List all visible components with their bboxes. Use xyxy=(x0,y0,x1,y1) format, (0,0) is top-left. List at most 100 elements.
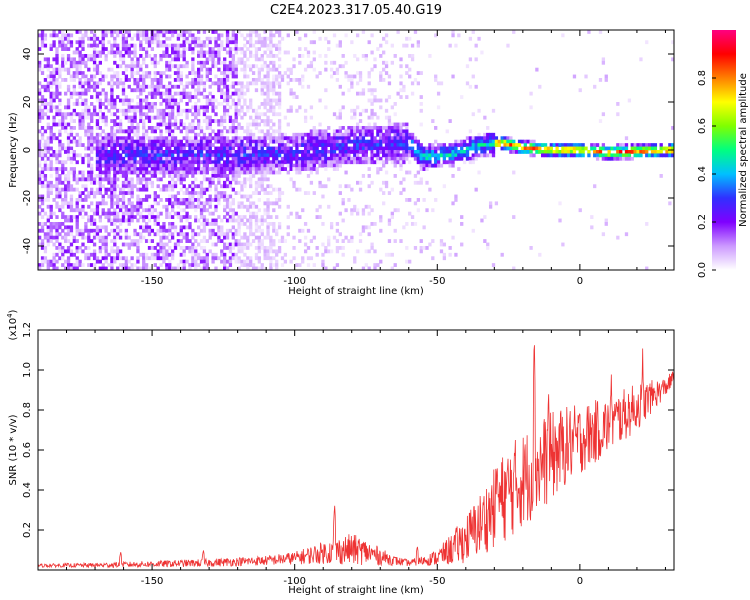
heatmap-cell xyxy=(182,225,186,230)
heatmap-cell xyxy=(393,146,397,151)
heatmap-cell xyxy=(78,54,82,58)
heatmap-cell xyxy=(260,81,264,86)
heatmap-cell xyxy=(179,246,183,250)
heatmap-cell xyxy=(272,60,276,65)
heatmap-cell xyxy=(52,81,56,86)
heatmap-cell xyxy=(358,74,363,79)
heatmap-cell xyxy=(64,218,68,223)
heatmap-cell xyxy=(113,74,117,79)
heatmap-cell xyxy=(205,239,209,243)
heatmap-cell xyxy=(156,84,160,89)
heatmap-cell xyxy=(133,139,137,144)
heatmap-cell xyxy=(228,167,233,171)
heatmap-cell xyxy=(55,122,59,127)
heatmap-cell xyxy=(101,263,105,267)
heatmap-cell xyxy=(223,71,227,75)
heatmap-cell xyxy=(269,50,273,55)
heatmap-cell xyxy=(98,266,102,271)
heatmap-cell xyxy=(243,156,247,161)
heatmap-cell xyxy=(231,57,235,62)
heatmap-cell xyxy=(647,153,652,158)
heatmap-cell xyxy=(168,30,172,34)
heatmap-cell xyxy=(153,139,157,144)
heatmap-cell xyxy=(121,143,126,147)
heatmap-cell xyxy=(81,36,85,41)
heatmap-cell xyxy=(142,88,146,93)
heatmap-cell xyxy=(329,60,334,65)
heatmap-cell xyxy=(477,132,481,137)
heatmap-cell xyxy=(127,143,131,147)
heatmap-cell xyxy=(165,150,169,154)
heatmap-cell xyxy=(295,160,299,165)
heatmap-cell xyxy=(90,74,94,79)
heatmap-cell xyxy=(116,204,120,209)
heatmap-cell xyxy=(144,95,149,99)
heatmap-cell xyxy=(150,239,155,243)
heatmap-cell xyxy=(176,191,181,195)
heatmap-cell xyxy=(344,156,348,161)
heatmap-cell xyxy=(127,177,131,182)
heatmap-cell xyxy=(249,215,253,219)
heatmap-cell xyxy=(402,187,406,192)
heatmap-cell xyxy=(95,150,100,154)
heatmap-cell xyxy=(69,167,74,171)
heatmap-cell xyxy=(272,187,276,192)
heatmap-cell xyxy=(136,167,140,171)
heatmap-cell xyxy=(636,146,640,151)
heatmap-cell xyxy=(78,126,82,130)
heatmap-cell xyxy=(113,143,117,147)
heatmap-cell xyxy=(240,259,244,264)
heatmap-cell xyxy=(179,33,183,38)
heatmap-cell xyxy=(436,146,441,151)
heatmap-cell xyxy=(64,105,68,110)
heatmap-cell xyxy=(231,91,235,96)
heatmap-cell xyxy=(75,67,79,72)
heatmap-cell xyxy=(387,81,392,86)
heatmap-cell xyxy=(228,204,233,209)
heatmap-cell xyxy=(66,215,71,219)
heatmap-cell xyxy=(263,153,267,158)
heatmap-cell xyxy=(439,153,444,158)
heatmap-cell xyxy=(231,174,235,178)
heatmap-cell xyxy=(168,132,172,137)
heatmap-cell xyxy=(217,180,221,185)
heatmap-cell xyxy=(170,50,175,55)
heatmap-cell xyxy=(90,201,94,206)
heatmap-cell xyxy=(379,126,383,130)
heatmap-cell xyxy=(58,91,62,96)
heatmap-cell xyxy=(113,228,117,233)
heatmap-cell xyxy=(49,47,53,51)
heatmap-cell xyxy=(66,132,71,137)
heatmap-cell xyxy=(561,143,565,147)
heatmap-cell xyxy=(49,105,53,110)
heatmap-cell xyxy=(465,81,470,86)
heatmap-cell xyxy=(442,143,447,147)
heatmap-cell xyxy=(64,198,68,202)
heatmap-cell xyxy=(194,252,198,257)
heatmap-cell xyxy=(217,198,221,202)
heatmap-cell xyxy=(408,170,412,175)
heatmap-cell xyxy=(220,143,224,147)
heatmap-cell xyxy=(225,153,230,158)
heatmap-cell xyxy=(387,222,392,226)
heatmap-cell xyxy=(454,194,458,199)
heatmap-cell xyxy=(170,201,175,206)
heatmap-cell xyxy=(130,191,134,195)
heatmap-cell xyxy=(197,36,201,41)
heatmap-cell xyxy=(75,215,79,219)
heatmap-cell xyxy=(373,150,377,154)
heatmap-cell xyxy=(257,47,261,51)
heatmap-cell xyxy=(176,174,181,178)
heatmap-cell xyxy=(130,88,134,93)
heatmap-cell xyxy=(121,198,126,202)
heatmap-cell xyxy=(110,129,114,134)
heatmap-cell xyxy=(468,139,473,144)
heatmap-cell xyxy=(104,146,108,151)
heatmap-cell xyxy=(303,146,308,151)
heatmap-cell xyxy=(356,57,360,62)
heatmap-cell xyxy=(61,40,65,45)
heatmap-cell xyxy=(133,119,137,123)
heatmap-cell xyxy=(136,153,140,158)
heatmap-cell xyxy=(220,225,224,230)
heatmap-cell xyxy=(225,74,230,79)
